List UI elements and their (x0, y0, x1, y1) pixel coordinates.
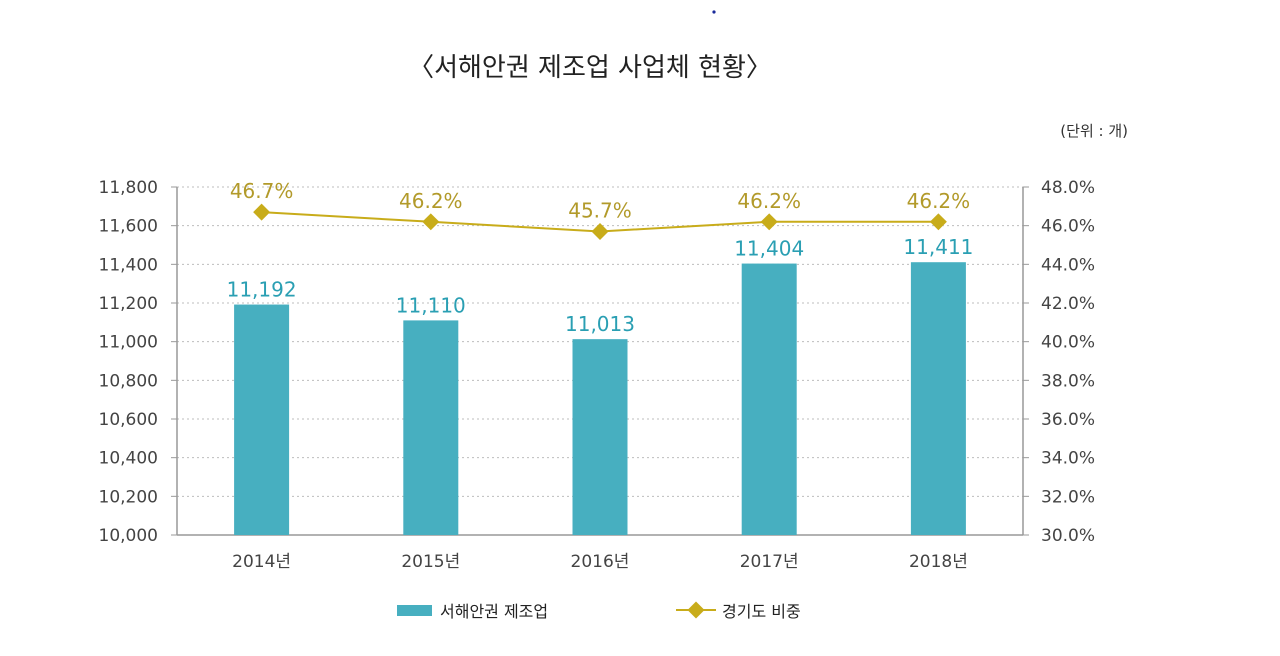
left-tick-label: 11,000 (99, 333, 158, 353)
left-tick-label: 10,000 (99, 526, 158, 546)
right-axis-ticks: 30.0% 32.0% 34.0% 36.0% 38.0% 40.0% 42.0% 44.0%… (1023, 178, 1095, 546)
right-tick-label: 42.0% (1041, 294, 1095, 314)
bar-value-label: 11,404 (734, 237, 804, 261)
left-tick-label: 10,600 (99, 410, 158, 430)
line-value-label: 46.2% (737, 189, 801, 213)
line-value-label: 46.2% (907, 189, 971, 213)
right-tick-label: 48.0% (1041, 178, 1095, 198)
decorative-dot (712, 10, 716, 14)
left-tick-label: 11,600 (99, 217, 158, 237)
left-tick-label: 10,800 (99, 371, 158, 391)
unit-note: (단위 : 개) (1060, 122, 1128, 140)
right-tick-label: 44.0% (1041, 255, 1095, 275)
bar (741, 263, 797, 535)
line-point (760, 213, 778, 231)
right-tick-label: 36.0% (1041, 410, 1095, 430)
right-tick-label: 30.0% (1041, 526, 1095, 546)
left-tick-label: 11,800 (99, 178, 158, 198)
chart-title: 〈서해안권 제조업 사업체 현황〉 (408, 53, 772, 83)
right-tick-label: 38.0% (1041, 371, 1095, 391)
line-point (591, 222, 609, 240)
line-series: 46.7% 46.2% 45.7% 46.2% 46.2% (230, 179, 970, 240)
line-point (422, 213, 440, 231)
legend-swatch-bar (397, 605, 432, 616)
bar-series: 11,192 11,110 11,013 11,404 11,411 (227, 235, 973, 535)
left-tick-label: 10,400 (99, 449, 158, 469)
line-point (929, 213, 947, 231)
category-label: 2015년 (401, 552, 460, 572)
left-tick-label: 10,200 (99, 487, 158, 507)
line-value-label: 46.7% (230, 179, 294, 203)
gridlines (177, 186, 1023, 497)
line-point (253, 203, 271, 221)
category-label: 2014년 (232, 552, 291, 572)
right-tick-label: 34.0% (1041, 449, 1095, 469)
category-label: 2018년 (909, 552, 968, 572)
bar (572, 339, 628, 535)
legend-label-bar: 서해안권 제조업 (440, 602, 548, 621)
right-tick-label: 32.0% (1041, 487, 1095, 507)
bar-value-label: 11,013 (565, 312, 635, 336)
category-label: 2016년 (571, 552, 630, 572)
line-value-label: 46.2% (399, 189, 463, 213)
category-label: 2017년 (740, 552, 799, 572)
line-value-label: 45.7% (568, 198, 632, 222)
category-labels: 2014년 2015년 2016년 2017년 2018년 (232, 552, 968, 572)
bar-value-label: 11,192 (227, 278, 297, 302)
legend-label-line: 경기도 비중 (722, 602, 801, 621)
left-axis-ticks: 10,000 10,200 10,400 10,600 10,800 11,000 11,2… (99, 178, 177, 546)
right-tick-label: 40.0% (1041, 333, 1095, 353)
bar-value-label: 11,110 (396, 293, 466, 317)
bar-value-label: 11,411 (903, 235, 973, 259)
left-tick-label: 11,400 (99, 255, 158, 275)
bar (234, 304, 290, 535)
left-tick-label: 11,200 (99, 294, 158, 314)
right-tick-label: 46.0% (1041, 217, 1095, 237)
bar (910, 262, 966, 535)
legend-swatch-diamond (687, 601, 705, 619)
legend: 서해안권 제조업 경기도 비중 (397, 601, 801, 621)
bar (403, 320, 459, 535)
